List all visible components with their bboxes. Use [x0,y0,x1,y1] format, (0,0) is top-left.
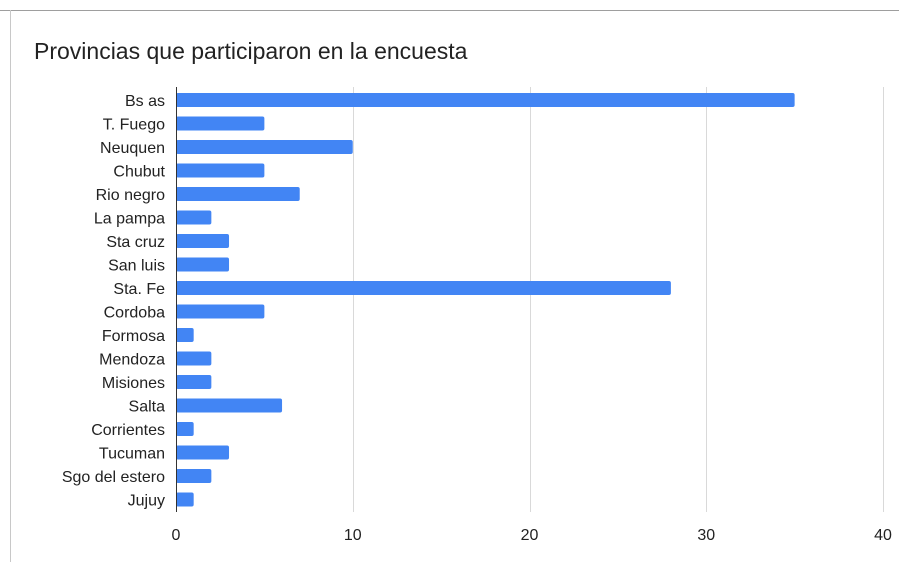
frame-border-top [0,10,899,11]
bar-corrientes [176,422,194,436]
category-label: Salta [129,399,166,416]
x-tick-label: 30 [697,527,715,544]
category-label: La pampa [94,211,165,228]
bar-jujuy [176,492,194,507]
bar-t-fuego [176,116,265,131]
category-label: Misiones [102,375,165,392]
category-label: San luis [108,258,165,275]
bar-cordoba [176,304,265,319]
x-tick-label: 10 [344,527,362,544]
category-label: Tucuman [99,446,165,463]
bar-misiones [176,375,212,389]
category-label: Jujuy [128,493,165,510]
bar-tucuman [176,445,230,460]
category-label: Sta. Fe [113,281,165,298]
bar-chubut [176,163,265,178]
category-label: Formosa [102,328,165,345]
category-label: Rio negro [96,187,165,204]
bar-san-luis [176,257,230,272]
category-label: Neuquen [100,140,165,157]
bar-sta-cruz [176,234,230,248]
bar-sgo-del-estero [176,469,212,483]
category-label: Sta cruz [106,234,165,251]
bar-la-pampa [176,210,212,225]
category-label: Bs as [125,93,165,110]
category-label: Corrientes [91,422,165,439]
category-label: Cordoba [104,305,165,322]
x-tick-label: 0 [172,527,181,544]
x-tick-label: 20 [521,527,539,544]
x-tick-label: 40 [874,527,892,544]
bar-rio-negro [176,187,300,201]
frame-border-left [10,10,11,562]
bar-mendoza [176,351,212,366]
bar-neuquen [176,140,353,154]
bar-salta [176,398,283,413]
bar-bs-as [176,93,795,107]
category-label: Mendoza [99,352,165,369]
bar-sta-fe [176,281,671,295]
category-label: Sgo del estero [62,469,165,486]
category-label: T. Fuego [103,117,165,134]
bar-formosa [176,328,194,342]
chart-title: Provincias que participaron en la encues… [34,38,468,64]
category-label: Chubut [113,164,165,181]
